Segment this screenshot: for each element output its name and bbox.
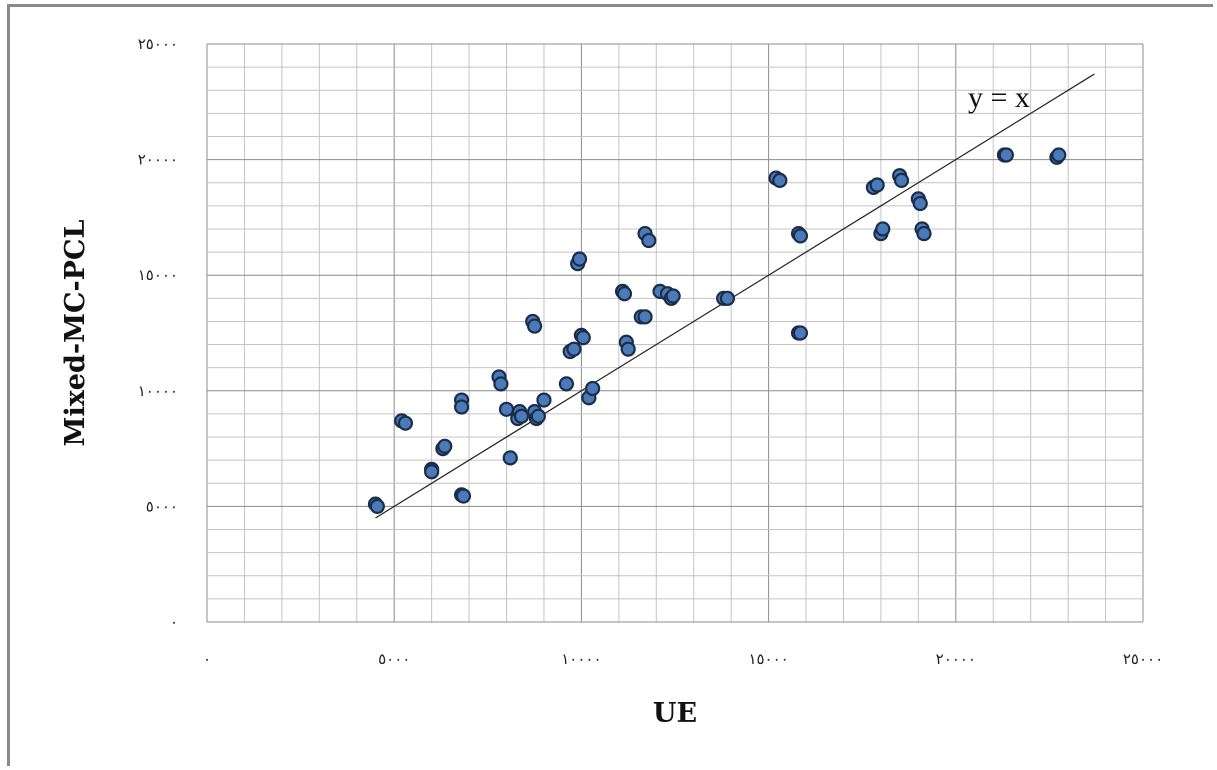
y-tick-label: ١٠٠٠٠	[138, 382, 178, 400]
data-point	[437, 438, 453, 454]
data-point	[637, 309, 653, 325]
x-tick-label: ٥٠٠٠	[378, 650, 410, 668]
data-point	[616, 286, 633, 302]
data-point	[502, 450, 518, 466]
x-tick-label: ١٠٠٠٠	[561, 650, 601, 668]
data-point	[998, 147, 1014, 163]
x-tick-label: ٠	[203, 650, 211, 668]
x-tick-label: ٢٥٠٠٠	[1123, 650, 1163, 668]
y-axis-title: Mixed-MC-PCL	[60, 220, 91, 447]
data-point	[493, 376, 509, 392]
y-tick-label: ٠	[170, 613, 178, 631]
data-point	[536, 392, 552, 408]
data-point	[875, 221, 891, 237]
data-points	[367, 147, 1067, 514]
y-tick-label: ٢٥٠٠٠	[138, 35, 178, 53]
data-point	[424, 464, 440, 480]
data-point	[558, 376, 575, 392]
data-point	[772, 172, 788, 189]
x-axis-title: UE	[653, 698, 697, 729]
data-point	[641, 232, 657, 249]
data-point	[665, 288, 681, 304]
y-tick-label: ١٥٠٠٠	[138, 266, 178, 284]
chart-frame	[7, 4, 1213, 766]
y-tick-label: ٢٠٠٠٠	[138, 151, 178, 169]
reference-line-label: y = x	[968, 81, 1030, 114]
data-point	[719, 290, 736, 306]
tick-labels: ٠ ٥٠٠٠ ١٠٠٠٠ ١٥٠٠٠ ٢٠٠٠٠ ٢٥٠٠٠ ٠ ٥٠٠٠ ١٠٠٠٠ ١٥٠٠٠…	[138, 35, 1163, 668]
data-point	[571, 251, 588, 267]
data-point	[566, 341, 582, 357]
data-point	[792, 325, 809, 341]
data-point	[620, 341, 636, 357]
data-point	[455, 488, 472, 504]
data-point	[1051, 147, 1067, 163]
grid-lines	[206, 43, 1144, 623]
data-point	[893, 172, 910, 189]
data-point	[530, 408, 546, 424]
data-point	[397, 415, 414, 431]
data-point	[912, 195, 928, 212]
x-tick-label: ٢٠٠٠٠	[936, 650, 976, 668]
data-point	[792, 228, 809, 244]
data-point	[513, 408, 530, 424]
data-point	[575, 330, 591, 346]
reference-line	[375, 73, 1095, 519]
data-point	[369, 498, 385, 514]
data-point	[498, 401, 515, 417]
data-point	[869, 177, 885, 193]
data-point	[916, 225, 932, 242]
y-tick-label: ٥٠٠٠	[146, 497, 178, 515]
x-tick-label: ١٥٠٠٠	[748, 650, 788, 668]
data-point	[453, 399, 470, 415]
data-point	[526, 318, 543, 334]
data-point	[585, 380, 601, 397]
